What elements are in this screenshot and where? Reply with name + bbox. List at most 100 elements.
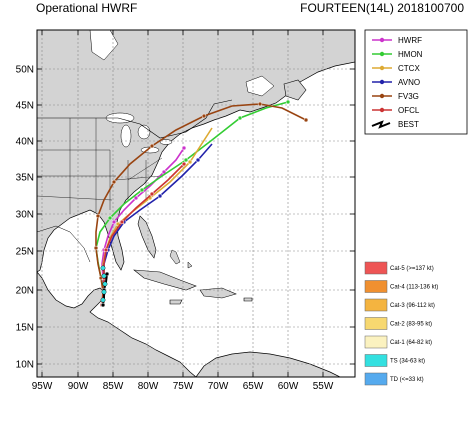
product-title: Operational HWRF [36, 1, 138, 15]
model-legend: HWRF HMON CTCX AVNO FV3G OFCL BEST [364, 29, 468, 135]
lat-label: 10N [16, 360, 34, 371]
legend-item-avno: AVNO [372, 78, 420, 87]
intensity-marker [100, 297, 106, 303]
category-label: Cat-5 (>=137 kt) [390, 266, 434, 272]
track-point [157, 193, 163, 199]
lon-label: 70W [208, 381, 229, 392]
legend-label: BEST [398, 120, 419, 129]
category-item: TS (34-63 kt) [364, 354, 425, 367]
track-point [187, 159, 193, 165]
category-item: Cat-2 (83-95 kt) [364, 317, 432, 330]
hispaniola [199, 287, 237, 299]
bahamas-east [187, 261, 193, 269]
category-item: Cat-5 (>=137 kt) [364, 261, 434, 275]
central-america-landmass [37, 271, 197, 377]
lon-label: 55W [313, 381, 334, 392]
category-swatch [364, 354, 388, 367]
forecast-tracks [93, 99, 309, 308]
legend-label: HWRF [398, 36, 422, 45]
legend-item-ofcl: OFCL [372, 106, 420, 115]
category-swatch [364, 372, 388, 386]
lon-label: 85W [103, 381, 124, 392]
category-label: TD (<=33 kt) [390, 377, 424, 383]
track-point [237, 115, 243, 121]
map-frame [36, 29, 356, 378]
category-label: Cat-1 (64-82 kt) [390, 340, 432, 346]
puerto-rico [243, 297, 253, 302]
category-item: Cat-3 (96-112 kt) [364, 298, 435, 312]
category-swatch [364, 317, 388, 330]
lon-label: 60W [278, 381, 299, 392]
legend-item-hwrf: HWRF [372, 36, 422, 45]
track-point [181, 145, 187, 151]
lake-michigan [120, 124, 132, 148]
category-label: Cat-2 (83-95 kt) [390, 322, 432, 328]
state-borders [37, 118, 163, 214]
us-mexico-border [37, 225, 91, 263]
lat-label: 35N [16, 173, 34, 184]
legend-label: CTCX [398, 64, 420, 73]
track-point [149, 143, 155, 149]
newfoundland [283, 79, 307, 101]
legend-item-fv3g: FV3G [372, 92, 419, 101]
track-point [195, 157, 201, 163]
axis-ticks: 50N 45N 40N 35N 30N 25N 20N 15N 10N 95W 90W 85W 80W 7… [16, 30, 355, 392]
track-point [149, 191, 155, 197]
legend-item-ctcx: CTCX [372, 64, 420, 73]
track-point [285, 99, 291, 105]
legend-item-best: BEST [371, 120, 419, 129]
track-point [183, 157, 189, 163]
category-item: Cat-1 (64-82 kt) [364, 335, 432, 349]
track-point [103, 247, 109, 253]
lat-label: 45N [16, 101, 34, 112]
track-point [133, 195, 139, 201]
lon-label: 90W [68, 381, 89, 392]
legend-label: HMON [398, 50, 423, 59]
lon-label: 65W [243, 381, 264, 392]
track-point [119, 219, 125, 225]
lat-label: 30N [16, 210, 34, 221]
south-america-landmass [195, 351, 341, 377]
legend-label: OFCL [398, 106, 420, 115]
jamaica [169, 299, 183, 305]
lake-huron [137, 124, 151, 140]
category-label: Cat-3 (96-112 kt) [390, 303, 435, 309]
lat-label: 25N [16, 247, 34, 258]
bahamas [169, 249, 181, 265]
intensity-marker [101, 289, 107, 295]
track-point [107, 215, 113, 221]
lon-label: 95W [32, 381, 53, 392]
graticule [37, 30, 355, 377]
track-point [139, 187, 145, 193]
track-point [201, 113, 207, 119]
track-point [303, 117, 309, 123]
legend-item-hmon: HMON [372, 50, 423, 59]
legend-label: FV3G [398, 92, 419, 101]
track-point [93, 245, 99, 251]
legend-label: AVNO [398, 78, 420, 87]
track-point [100, 302, 106, 308]
category-swatch [364, 335, 388, 349]
track-point [111, 219, 117, 225]
storm-id-title: FOURTEEN(14L) 2018100700 [300, 1, 464, 15]
lat-label: 50N [16, 65, 34, 76]
intensity-marker [102, 281, 108, 287]
category-item: TD (<=33 kt) [364, 372, 424, 386]
category-item: Cat-4 (113-136 kt) [364, 280, 438, 293]
category-swatch [364, 280, 388, 293]
category-label: Cat-4 (113-136 kt) [390, 285, 438, 291]
lon-label: 75W [173, 381, 194, 392]
us-canada-border [37, 99, 233, 139]
lat-label: 15N [16, 323, 34, 334]
lat-label: 20N [16, 286, 34, 297]
category-label: TS (34-63 kt) [390, 359, 425, 365]
lon-label: 80W [138, 381, 159, 392]
hudson-bay [89, 30, 119, 61]
cuba [133, 269, 197, 291]
category-swatch [364, 298, 388, 312]
category-legend: Cat-5 (>=137 kt) Cat-4 (113-136 kt) Cat-3 … [364, 261, 438, 386]
intensity-marker [101, 273, 107, 279]
track-point [95, 213, 101, 219]
lat-label: 40N [16, 137, 34, 148]
